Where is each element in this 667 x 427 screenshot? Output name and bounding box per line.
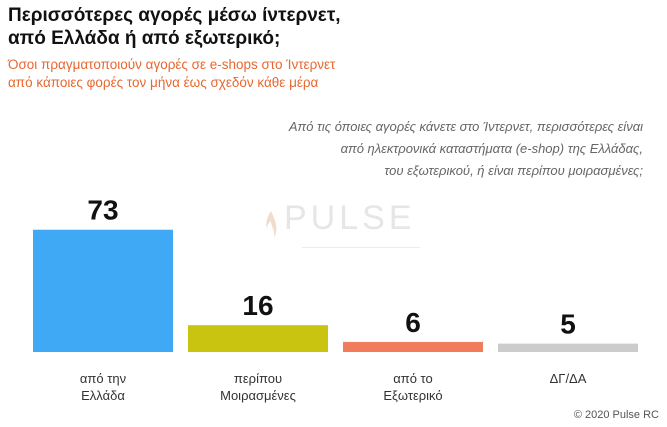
category-label-3: από το Εξωτερικό — [383, 371, 443, 403]
bar-chart: 73 16 6 5 — [33, 195, 638, 352]
bar-4 — [498, 343, 638, 352]
survey-question: Από τις όποιες αγορές κάνετε στο Ίντερνε… — [288, 119, 643, 178]
bar-value-label-2: 16 — [242, 290, 273, 321]
pulse-watermark: PULSE — [262, 195, 432, 255]
chart-title: Περισσότερες αγορές μέσω ίντερνετ, από Ε… — [8, 5, 341, 49]
watermark-logo-text: PULSE — [284, 199, 416, 237]
bar-2 — [188, 325, 328, 352]
bar-value-label-1: 73 — [87, 195, 118, 226]
copyright-note: © 2020 Pulse RC — [573, 409, 659, 421]
bar-value-label-3: 6 — [405, 307, 421, 338]
chart-subtitle: Όσοι πραγματοποιούν αγορές σε e-shops στ… — [8, 57, 336, 90]
category-label-1: από την Ελλάδα — [79, 371, 127, 403]
flame-icon — [266, 211, 277, 237]
category-label-4: ΔΓ/ΔΑ — [549, 371, 587, 386]
category-label-2: περίπου Μοιρασμένες — [220, 371, 296, 403]
watermark-underline — [302, 247, 420, 248]
bar-1 — [33, 229, 173, 352]
bar-value-label-4: 5 — [560, 309, 576, 340]
bar-3 — [343, 341, 483, 352]
